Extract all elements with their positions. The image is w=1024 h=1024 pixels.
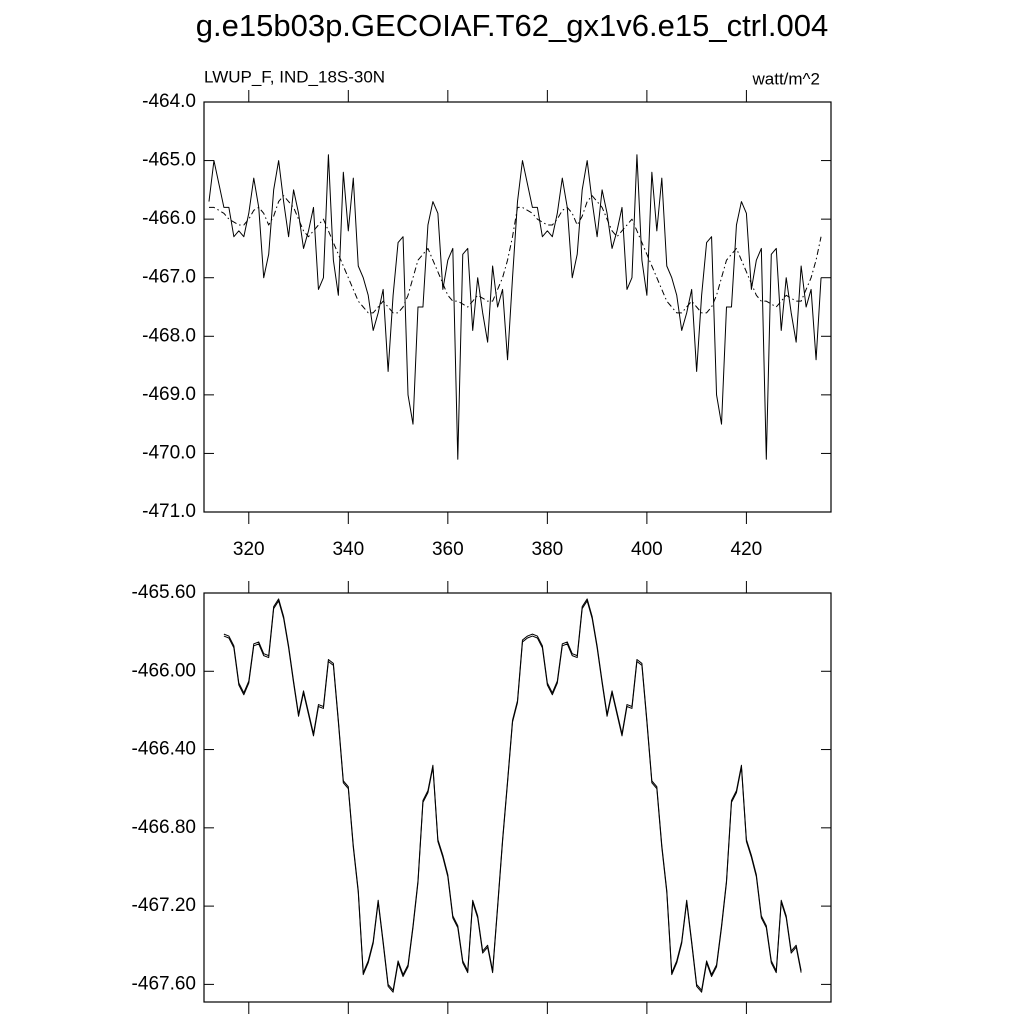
y-tick-label: -465.0 [142, 150, 196, 171]
chart-title: g.e15b03p.GECOIAF.T62_gx1v6.e15_ctrl.004 [196, 8, 828, 43]
x-tick-label: 380 [532, 539, 564, 560]
y-tick-label: -468.0 [142, 325, 196, 346]
plot-frame [203, 101, 832, 513]
y-tick-label: -470.0 [142, 442, 196, 463]
y-tick-label: -466.0 [142, 208, 196, 229]
x-tick-label: 360 [432, 539, 464, 560]
x-tick-label: 400 [631, 539, 663, 560]
data-line [223, 600, 802, 993]
x-tick-label: 340 [332, 539, 364, 560]
y-tick-label: -466.40 [132, 739, 196, 760]
plot-frame [203, 592, 832, 1003]
y-tick-label: -467.20 [132, 895, 196, 916]
units-label: watt/m^2 [752, 69, 821, 88]
y-tick-label: -471.0 [142, 501, 196, 522]
x-tick-label: 420 [731, 539, 763, 560]
y-tick-label: -466.80 [132, 817, 196, 838]
y-tick-label: -466.00 [132, 660, 196, 681]
y-tick-label: -465.60 [132, 582, 196, 603]
data-line [208, 154, 822, 460]
data-line [223, 598, 802, 991]
y-tick-label: -469.0 [142, 384, 196, 405]
x-tick-label: 320 [233, 539, 265, 560]
y-tick-label: -464.0 [142, 91, 196, 112]
y-tick-label: -467.0 [142, 267, 196, 288]
data-line [208, 195, 822, 314]
left-subtitle: LWUP_F, IND_18S-30N [204, 67, 385, 86]
y-tick-label: -467.60 [132, 973, 196, 994]
